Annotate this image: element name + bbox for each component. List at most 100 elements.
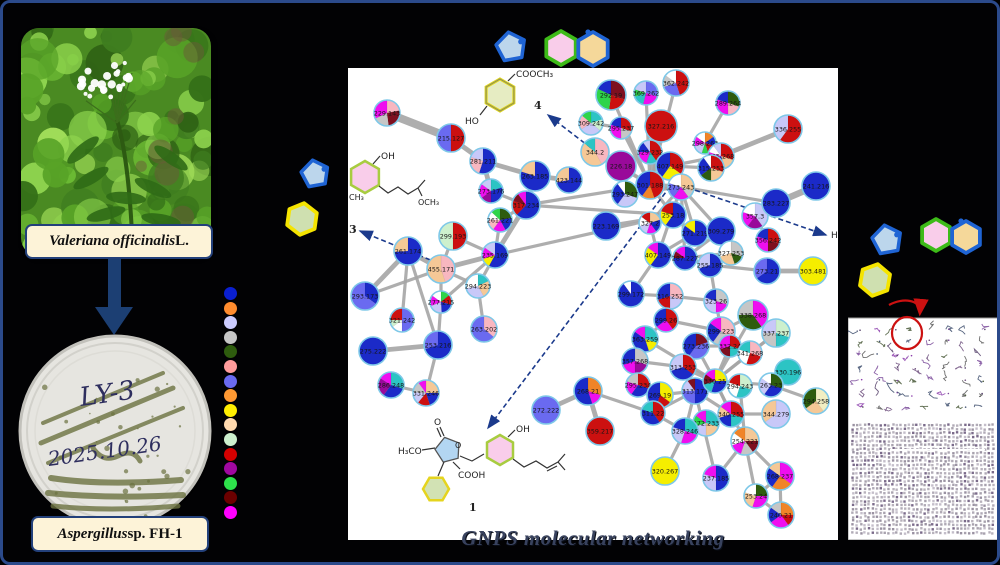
plant-label-italic: Valeriana officinalis <box>49 233 176 249</box>
network-node: 261.221 <box>487 207 513 233</box>
node-mz-label: 338.268 <box>740 311 766 319</box>
network-node: 340.255 <box>717 400 745 428</box>
network-node: 407.149 <box>644 241 672 269</box>
network-node: 337.237 <box>761 318 791 348</box>
network-node: 294.223 <box>465 273 491 299</box>
legend-color-2 <box>224 316 237 330</box>
network-node: 332.24 <box>718 334 742 358</box>
svg-text:COOCH₃: COOCH₃ <box>516 70 554 80</box>
network-node: 309.242 <box>578 110 604 136</box>
down-arrow-icon <box>95 257 133 335</box>
node-mz-label: 327.216 <box>648 122 674 130</box>
node-mz-label: 407.149 <box>657 162 683 170</box>
svg-text:1: 1 <box>469 501 477 514</box>
cyclopentane-icon-top <box>494 30 526 63</box>
network-node: 362.242 <box>662 69 690 97</box>
pie-color-legend <box>224 287 237 519</box>
plant-photo <box>21 28 211 256</box>
node-mz-label: 286.248 <box>378 381 404 389</box>
plant-label-roman: L. <box>175 233 189 249</box>
fungus-label-roman: sp. FH-1 <box>127 525 183 542</box>
node-mz-label: 294.243 <box>727 382 753 390</box>
node-mz-label: 313.171 <box>682 387 708 395</box>
node-mz-label: 359.217 <box>587 427 613 435</box>
legend-color-6 <box>224 374 237 388</box>
node-mz-label: 357.3 <box>746 212 764 220</box>
network-node: 263.23 <box>758 372 784 398</box>
node-mz-label: 344.2 <box>586 148 604 156</box>
network-node: 455.171 <box>426 254 456 284</box>
node-mz-label: 362.242 <box>663 79 689 87</box>
structure-montage-panel <box>848 303 997 540</box>
network-node: 423.144 <box>555 166 583 194</box>
network-node: 336.255 <box>773 114 803 144</box>
network-node: 263.185 <box>519 160 551 192</box>
cyclopentane-icon-right <box>870 223 902 256</box>
node-mz-label: 332.24 <box>719 342 741 350</box>
svg-text:CH₃: CH₃ <box>349 193 364 202</box>
network-node: 215.127 <box>436 123 466 153</box>
network-node: 317.234 <box>511 190 541 220</box>
network-node: 289.264 <box>715 90 741 116</box>
node-mz-label: 356.242 <box>755 236 781 244</box>
network-node: 338.268 <box>737 299 769 331</box>
network-node: 356.242 <box>755 227 781 253</box>
network-node: 299.26 <box>653 307 679 333</box>
node-mz-label: 277.215 <box>428 298 454 306</box>
down-arrow-head <box>95 307 133 335</box>
node-mz-label: 328.246 <box>672 427 698 435</box>
node-mz-label: 316.252 <box>657 292 683 300</box>
network-node: 273.21 <box>753 257 781 285</box>
network-node: 273.236 <box>682 332 710 360</box>
network-node: 311.22 <box>640 400 666 426</box>
network-node: 294.258 <box>802 387 830 415</box>
svg-text:HO: HO <box>465 117 479 127</box>
svg-text:OH: OH <box>516 425 530 435</box>
node-mz-label: 253.24 <box>745 492 767 500</box>
network-node: 344.2 <box>580 137 610 167</box>
legend-color-14 <box>224 491 237 505</box>
node-mz-label: 311.22 <box>642 409 664 417</box>
node-mz-label: 315.253 <box>698 164 724 172</box>
network-node: 283.227 <box>761 188 791 218</box>
tan-ring-icon-top <box>576 30 610 68</box>
network-node: 241.216 <box>801 171 831 201</box>
chemical-structures: COOCH₃ HO 4 OH CH₃ OCH₃ 3 O O H₃CO COOH OH 1 H <box>349 70 838 514</box>
svg-text:3: 3 <box>349 223 357 236</box>
node-mz-label: 327.253 <box>718 249 744 257</box>
node-mz-label: 305.268 <box>708 152 734 160</box>
node-mz-label: 273.21 <box>756 267 778 275</box>
node-mz-label: 283.227 <box>763 199 789 207</box>
legend-color-8 <box>224 403 237 417</box>
svg-text:H₃CO: H₃CO <box>398 447 422 457</box>
node-mz-label: 275.222 <box>360 347 386 355</box>
network-node: 271.219 <box>681 219 709 247</box>
legend-color-11 <box>224 447 237 461</box>
yellow-ring-icon-left <box>285 201 319 237</box>
network-node: 281.211 <box>469 147 497 175</box>
legend-color-12 <box>224 462 237 476</box>
legend-color-4 <box>224 345 237 359</box>
node-mz-label: 309.242 <box>578 119 604 127</box>
node-mz-label: 293.247 <box>612 190 638 198</box>
node-mz-label: 299.26 <box>655 316 677 324</box>
network-node: 254.221 <box>730 426 760 456</box>
network-node: 327.253 <box>718 240 744 266</box>
network-node: 316.252 <box>656 282 684 310</box>
legend-color-3 <box>224 330 237 344</box>
legend-color-15 <box>224 505 237 519</box>
network-node: 328.246 <box>671 417 699 445</box>
tan-ring-icon-right <box>950 219 982 255</box>
svg-text:OH: OH <box>381 152 395 162</box>
node-mz-label: 344.279 <box>763 410 789 418</box>
legend-color-5 <box>224 359 237 373</box>
node-mz-label: 299.223 <box>708 327 734 335</box>
network-node: 309.279 <box>706 216 736 246</box>
node-mz-label: 329.232 <box>637 148 663 156</box>
network-node: 272.222 <box>531 395 561 425</box>
node-mz-label: 330.25 <box>704 377 726 385</box>
node-mz-label: 299.193 <box>440 232 466 240</box>
network-node: 292.19 <box>595 79 627 111</box>
node-mz-label: 295.234 <box>625 381 651 389</box>
node-mz-label: 330.196 <box>775 368 801 376</box>
